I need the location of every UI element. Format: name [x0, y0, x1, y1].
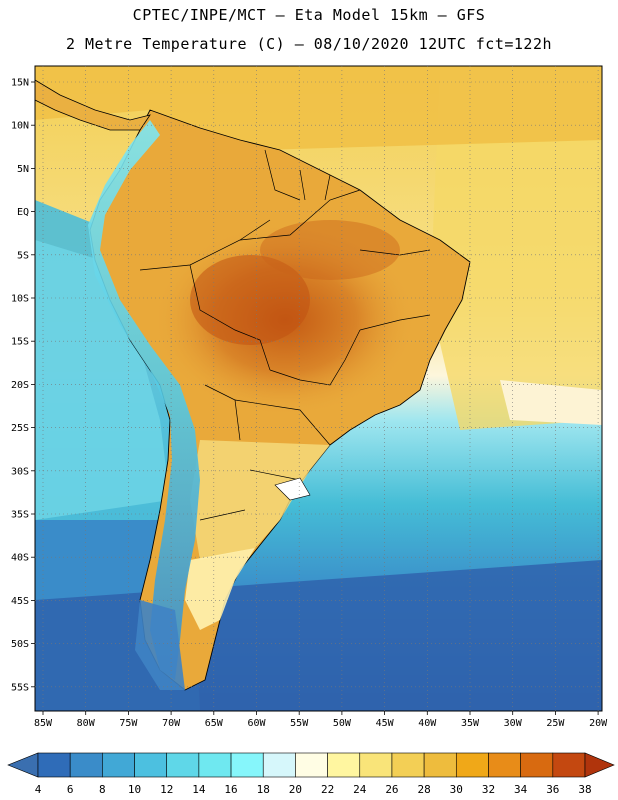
lat-label: 15N: [11, 78, 29, 89]
colorbar-box: [327, 752, 361, 778]
colorbar-box: [69, 752, 103, 778]
colorbar-box: [262, 752, 296, 778]
map-panel: [35, 66, 602, 711]
colorbar-box: [230, 752, 264, 778]
lat-label: 35S: [11, 510, 29, 521]
colorbar-label: 32: [482, 783, 495, 796]
lat-label: 30S: [11, 466, 29, 477]
lon-label: 40W: [418, 718, 437, 729]
lon-label: 50W: [333, 718, 352, 729]
chart-title-line-2: 2 Metre Temperature (C) – 08/10/2020 12U…: [65, 35, 553, 53]
colorbar-label: 4: [35, 783, 42, 796]
lat-label: 10N: [11, 121, 29, 132]
lat-label: 10S: [11, 294, 29, 305]
lon-label: 70W: [162, 718, 181, 729]
lon-label: 25W: [546, 718, 565, 729]
colorbar-label: 12: [160, 783, 173, 796]
lon-label: 45W: [376, 718, 395, 729]
lon-label: 20W: [589, 718, 608, 729]
colorbar-label: 38: [578, 783, 591, 796]
colorbar-box: [37, 752, 71, 778]
lat-label: 20S: [11, 380, 29, 391]
lon-label: 75W: [119, 718, 138, 729]
colorbar-box: [520, 752, 554, 778]
lat-label: 5N: [17, 164, 29, 175]
colorbar-box: [134, 752, 168, 778]
colorbar-label: 26: [385, 783, 398, 796]
colorbar-label: 36: [546, 783, 559, 796]
colorbar-label: 22: [321, 783, 334, 796]
colorbar-box: [102, 752, 135, 778]
colorbar-label: 6: [67, 783, 74, 796]
lat-label: 45S: [11, 596, 29, 607]
colorbar-arrow-high: [584, 752, 615, 778]
colorbar-label: 10: [128, 783, 141, 796]
lon-label: 35W: [461, 718, 480, 729]
latitude-labels: 15N 10N 5N EQ 5S 10S 15S 20S 25S 30S 35S 40S 45S 50S 5…: [11, 78, 35, 693]
colorbar-label: 8: [99, 783, 106, 796]
colorbar-box: [391, 752, 425, 778]
colorbar-label: 14: [192, 783, 206, 796]
country-borders: [139, 149, 431, 521]
colorbar-box: [552, 752, 586, 778]
colorbar: 4 6 8 10 12 14 16 18 20 22 24 26 28 30 32 34 36 38: [7, 752, 615, 796]
lon-label: 85W: [34, 718, 53, 729]
lat-label: 25S: [11, 423, 29, 434]
colorbar-box: [166, 752, 200, 778]
chart-title-line-1: CPTEC/INPE/MCT – Eta Model 15km – GFS: [132, 6, 486, 24]
lat-label: 5S: [17, 250, 29, 261]
lat-label: EQ: [17, 207, 29, 218]
lon-label: 65W: [205, 718, 224, 729]
lat-label: 55S: [11, 682, 29, 693]
colorbar-label: 24: [353, 783, 367, 796]
lat-label: 15S: [11, 337, 29, 348]
colorbar-label: 16: [224, 783, 237, 796]
colorbar-box: [455, 752, 489, 778]
andes-cold-strip: [88, 120, 200, 680]
lon-label: 80W: [77, 718, 96, 729]
colorbar-label: 18: [257, 783, 270, 796]
map-frame: [34, 65, 603, 712]
lon-label: 55W: [290, 718, 309, 729]
lon-label: 30W: [504, 718, 523, 729]
colorbar-label: 34: [514, 783, 528, 796]
colorbar-box: [423, 752, 457, 778]
colorbar-label: 20: [289, 783, 302, 796]
colorbar-arrow-low: [7, 752, 39, 778]
colorbar-box: [198, 752, 232, 778]
colorbar-box: [295, 752, 328, 778]
lat-label: 40S: [11, 553, 29, 564]
graticule: [35, 66, 602, 711]
lat-label: 50S: [11, 639, 29, 650]
colorbar-box: [359, 752, 393, 778]
colorbar-label: 28: [417, 783, 430, 796]
lon-label: 60W: [247, 718, 266, 729]
longitude-labels: 85W 80W 75W 70W 65W 60W 55W 50W 45W 40W 35W 30W 25W 2…: [34, 711, 608, 729]
colorbar-box: [488, 752, 521, 778]
colorbar-label: 30: [450, 783, 463, 796]
